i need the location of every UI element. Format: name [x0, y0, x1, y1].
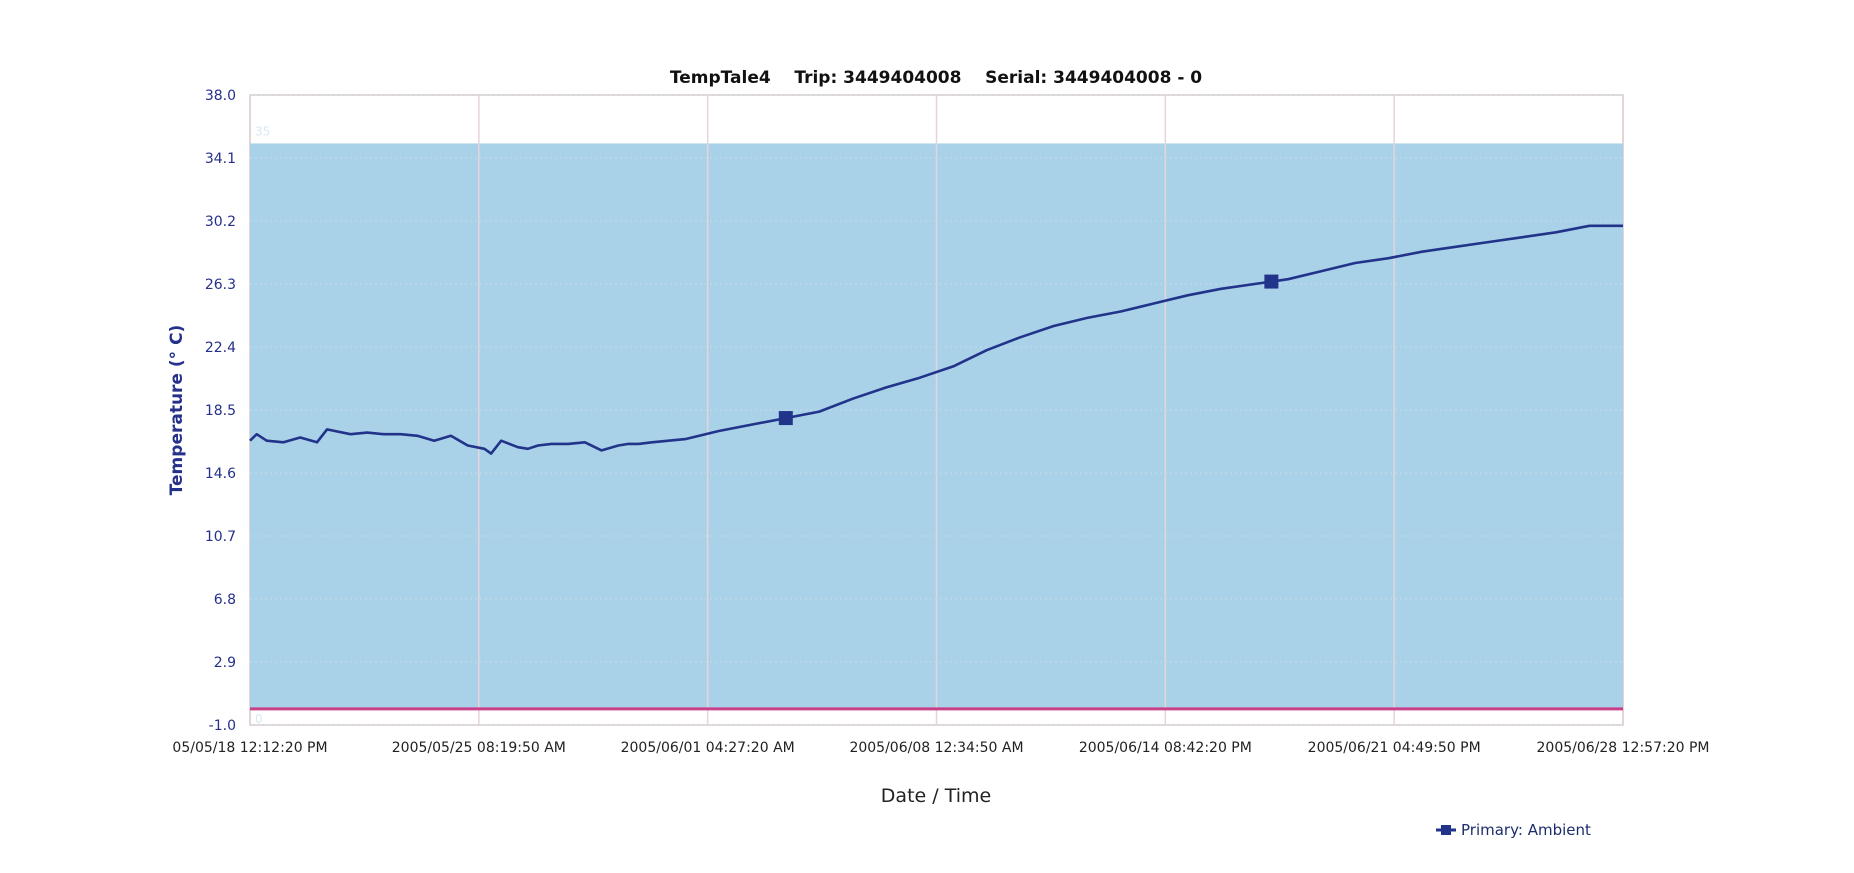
y-tick-label: 34.1	[205, 151, 236, 167]
x-tick-label: 2005/06/14 08:42:20 PM	[1079, 740, 1252, 756]
legend: Primary: Ambient	[1436, 821, 1591, 839]
x-axis-label: Date / Time	[881, 785, 991, 807]
series-marker	[778, 411, 793, 426]
y-axis-ticks: 38.0 34.1 30.2 26.3 22.4 18.5 14.6 10.7 6.8 2.9 -1…	[205, 88, 236, 734]
y-axis-label: Temperature (° C)	[167, 325, 187, 496]
band-upper-limit-label: 35	[255, 124, 270, 138]
y-tick-label: 2.9	[214, 655, 236, 671]
x-tick-label: 2005/06/01 04:27:20 AM	[621, 740, 795, 756]
x-tick-label: 2005/05/25 08:19:50 AM	[392, 740, 566, 756]
legend-swatch-marker	[1441, 825, 1451, 835]
legend-item-primary-ambient: Primary: Ambient	[1461, 821, 1591, 839]
y-tick-label: 26.3	[205, 277, 236, 293]
y-tick-label: 30.2	[205, 214, 236, 230]
band-lower-limit-label: 0	[255, 712, 263, 726]
gridlines	[250, 94, 1623, 726]
series-markers	[778, 274, 1279, 426]
series-line-primary-ambient	[249, 224, 1623, 455]
x-tick-label: 2005/06/28 12:57:20 PM	[1537, 740, 1710, 756]
x-axis-ticks: 05/05/18 12:12:20 PM 2005/05/25 08:19:50 …	[172, 740, 1709, 756]
y-tick-label: 14.6	[205, 466, 236, 482]
x-tick-label: 2005/06/08 12:34:50 AM	[849, 740, 1023, 756]
y-tick-label: 38.0	[205, 88, 236, 104]
y-tick-label: 10.7	[205, 529, 236, 545]
y-tick-label: -1.0	[209, 718, 236, 734]
chart-title: TempTale4 Trip: 3449404008 Serial: 34494…	[670, 68, 1202, 88]
y-tick-label: 6.8	[214, 592, 236, 608]
x-tick-label: 2005/06/21 04:49:50 PM	[1308, 740, 1481, 756]
y-tick-label: 22.4	[205, 340, 236, 356]
x-tick-label: 05/05/18 12:12:20 PM	[172, 740, 327, 756]
y-tick-label: 18.5	[205, 403, 236, 419]
series-marker	[1264, 274, 1279, 289]
